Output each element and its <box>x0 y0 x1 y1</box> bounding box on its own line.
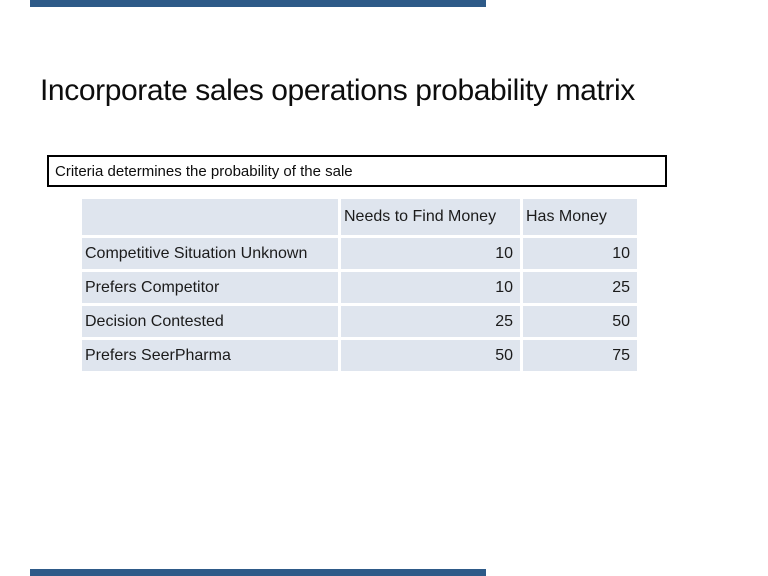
table-row-label: Competitive Situation Unknown <box>82 238 338 269</box>
table-cell-value: 25 <box>341 306 520 337</box>
table-header-needs-to-find-money: Needs to Find Money <box>341 199 520 235</box>
probability-matrix-table: Needs to Find Money Has Money Competitiv… <box>82 199 637 371</box>
table-cell-value: 10 <box>523 238 637 269</box>
table-header-empty <box>82 199 338 235</box>
table-cell-value: 10 <box>341 272 520 303</box>
callout-box: Criteria determines the probability of t… <box>47 155 667 187</box>
top-accent-bar <box>30 0 486 7</box>
table-header-has-money: Has Money <box>523 199 637 235</box>
table-cell-value: 50 <box>523 306 637 337</box>
bottom-accent-bar <box>30 569 486 576</box>
table-cell-value: 25 <box>523 272 637 303</box>
table-cell-value: 10 <box>341 238 520 269</box>
slide-title: Incorporate sales operations probability… <box>40 74 635 108</box>
table-row-label: Prefers Competitor <box>82 272 338 303</box>
callout-text: Criteria determines the probability of t… <box>55 162 353 180</box>
table-row-label: Prefers SeerPharma <box>82 340 338 371</box>
table-row-label: Decision Contested <box>82 306 338 337</box>
table-cell-value: 75 <box>523 340 637 371</box>
table-cell-value: 50 <box>341 340 520 371</box>
